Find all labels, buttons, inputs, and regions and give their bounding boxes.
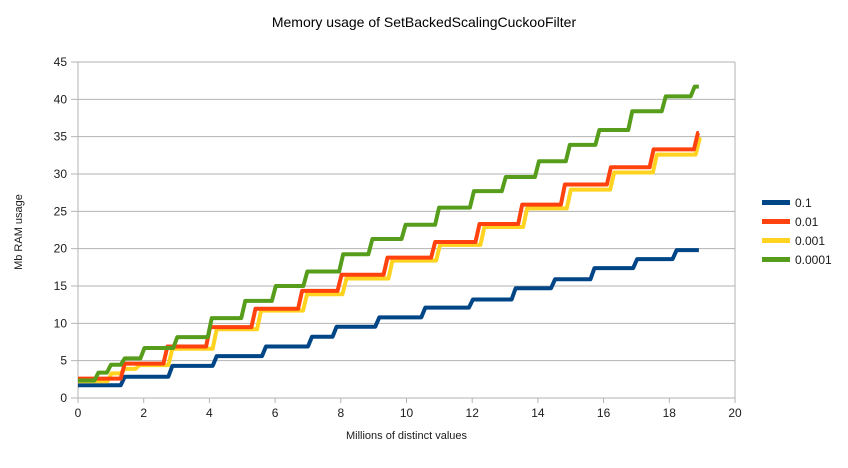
y-tick-label-40: 40	[54, 92, 68, 106]
legend-swatch-icon	[762, 238, 790, 243]
x-tick-label-8: 8	[337, 406, 344, 420]
legend-swatch-icon	[762, 219, 790, 224]
series-line-0.0001	[78, 84, 699, 383]
chart-title: Memory usage of SetBackedScalingCuckooFi…	[271, 14, 577, 30]
x-tick-label-18: 18	[663, 406, 677, 420]
y-tick-label-25: 25	[54, 204, 68, 218]
y-tick-label-35: 35	[54, 130, 68, 144]
series-line-0.1	[78, 248, 699, 388]
legend: 0.1 0.01 0.001 0.0001	[762, 193, 832, 269]
y-axis-title: Mb RAM usage	[13, 194, 25, 270]
legend-item-0.01: 0.01	[762, 212, 832, 231]
y-tick-label-30: 30	[54, 167, 68, 181]
x-tick-label-12: 12	[466, 406, 480, 420]
legend-swatch-icon	[762, 257, 790, 262]
x-tick-label-20: 20	[728, 406, 742, 420]
x-tick-label-16: 16	[597, 406, 611, 420]
legend-label: 0.0001	[795, 252, 832, 267]
legend-item-0.1: 0.1	[762, 193, 832, 212]
y-tick-label-10: 10	[54, 316, 68, 330]
legend-label: 0.001	[795, 233, 826, 248]
y-tick-label-0: 0	[60, 391, 67, 405]
x-tick-label-2: 2	[140, 406, 147, 420]
legend-label: 0.01	[795, 214, 819, 229]
series-line-0.01	[78, 130, 700, 381]
x-axis-title: Millions of distinct values	[345, 430, 468, 442]
legend-item-0.001: 0.001	[762, 231, 832, 250]
series-line-0.001	[78, 136, 702, 384]
y-tick-label-5: 5	[60, 354, 67, 368]
x-tick-label-0: 0	[75, 406, 82, 420]
x-tick-label-10: 10	[400, 406, 414, 420]
x-tick-label-4: 4	[206, 406, 213, 420]
y-tick-label-45: 45	[54, 55, 68, 69]
y-tick-label-15: 15	[54, 279, 68, 293]
x-tick-label-6: 6	[272, 406, 279, 420]
legend-swatch-icon	[762, 200, 790, 205]
x-tick-label-14: 14	[531, 406, 545, 420]
legend-label: 0.1	[795, 195, 812, 210]
legend-item-0.0001: 0.0001	[762, 250, 832, 269]
y-tick-label-20: 20	[54, 242, 68, 256]
